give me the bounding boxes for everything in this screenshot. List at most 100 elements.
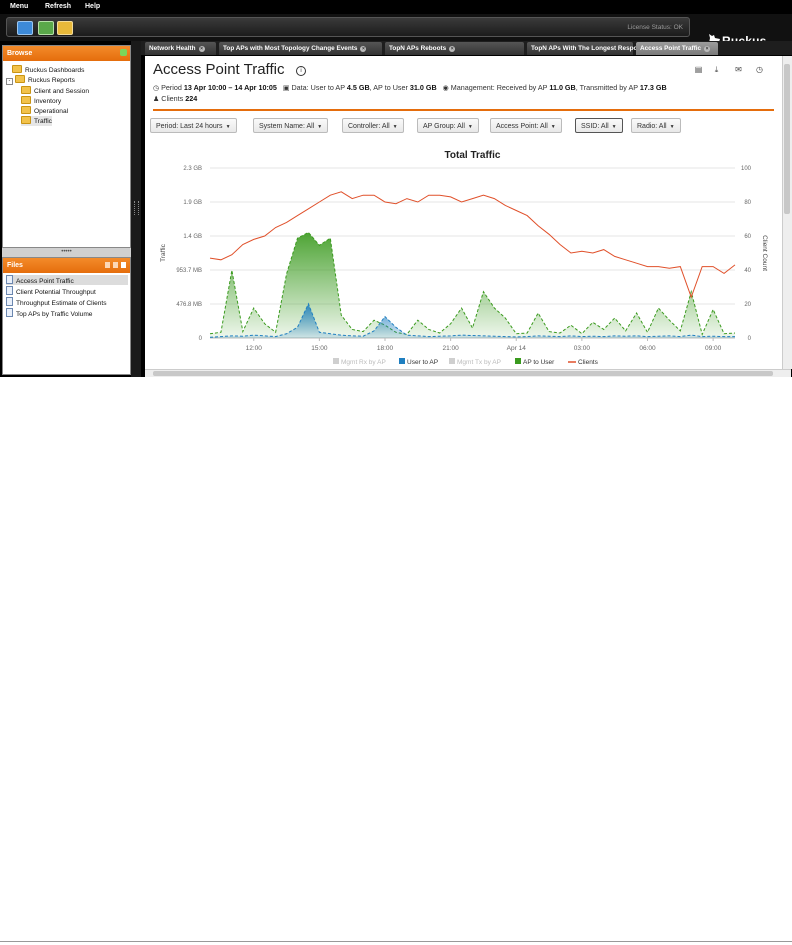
panel-resize-handle[interactable]: ••••• <box>2 248 131 257</box>
tab-report[interactable]: Network Health × <box>145 42 216 55</box>
y-tick-label: 0 <box>199 336 203 342</box>
filter-value: All <box>381 123 390 130</box>
refresh-tree-icon[interactable] <box>120 49 127 56</box>
close-tab-icon[interactable]: × <box>198 46 205 52</box>
schedule-clock-icon[interactable]: ◷ <box>756 65 763 74</box>
file-item[interactable]: Throughput Estimate of Clients <box>6 297 128 307</box>
legend-label: User to AP <box>407 359 438 366</box>
legend-label: Mgmt Tx by AP <box>457 359 501 366</box>
files-panel-header: Files <box>3 258 130 273</box>
y-tick-label: 2.3 GB <box>183 166 202 172</box>
print-icon[interactable]: ▤ <box>694 65 703 74</box>
browse-panel-title: Browse <box>7 50 33 57</box>
user-to-ap-total: 4.5 GB <box>346 83 370 92</box>
report-grid-icon[interactable] <box>57 21 73 35</box>
filter-dropdown[interactable]: Access Point: All ▼ <box>490 118 562 133</box>
horizontal-scrollbar[interactable] <box>145 369 791 377</box>
tab-report[interactable]: TopN APs Reboots × <box>385 42 524 55</box>
panel-splitter[interactable] <box>131 41 141 377</box>
filter-dropdown[interactable]: Controller: All ▼ <box>342 118 404 133</box>
y-axis-title: Traffic <box>160 243 167 261</box>
license-status: License Status: OK <box>627 24 683 31</box>
legend-swatch <box>399 358 405 364</box>
y2-tick-label: 60 <box>744 234 751 240</box>
file-item[interactable]: Access Point Traffic <box>6 275 128 285</box>
tree-item-label: Ruckus Reports <box>28 77 75 84</box>
chevron-down-icon: ▼ <box>317 124 323 130</box>
view-list-icon[interactable] <box>121 262 126 268</box>
tree-item-client-and-session[interactable]: Client and Session <box>21 86 89 96</box>
filter-dropdown[interactable]: AP Group: All ▼ <box>417 118 479 133</box>
filter-dropdown[interactable]: Radio: All ▼ <box>631 118 681 133</box>
menu-help[interactable]: Help <box>85 3 101 10</box>
close-tab-icon[interactable]: × <box>449 46 456 52</box>
filter-dropdown[interactable]: SSID: All ▼ <box>575 118 623 133</box>
filter-dropdown[interactable]: System Name: All ▼ <box>253 118 329 133</box>
tab-report[interactable]: TopN APs With The Longest Response Time× <box>527 42 675 55</box>
x-tick-label: Apr 14 <box>507 345 527 352</box>
filter-label: Radio: <box>637 123 658 130</box>
menu-menu[interactable]: Menu <box>10 3 29 10</box>
tree-item-inventory[interactable]: Inventory <box>21 96 61 106</box>
ap-to-user-total: 31.0 GB <box>409 83 437 92</box>
filter-label: Access Point: <box>496 123 539 130</box>
tab-label: Top APs with Most Topology Change Events <box>223 45 358 52</box>
tree-item-operational[interactable]: Operational <box>21 106 68 116</box>
header-divider <box>153 109 774 111</box>
legend-label: Mgmt Rx by AP <box>341 359 386 366</box>
period-label: Period <box>161 83 182 92</box>
legend-swatch <box>449 358 455 364</box>
chevron-down-icon: ▼ <box>225 124 231 130</box>
monitor-icon[interactable] <box>17 21 33 35</box>
report-content: Access Point Traffic i ▤ ⤓ ✉ ◷ ◷ Period 1… <box>145 56 782 369</box>
folder-icon <box>12 65 22 73</box>
users-icon: ♟ <box>153 96 160 103</box>
tree-item-ruckus-dashboards[interactable]: Ruckus Dashboards <box>12 65 84 75</box>
tree-item-ruckus-reports[interactable]: - Ruckus Reports <box>6 75 75 85</box>
clients-label: Clients <box>161 94 184 103</box>
close-tab-icon[interactable]: × <box>360 46 367 52</box>
close-tab-icon[interactable]: × <box>704 46 711 52</box>
vertical-scroll-thumb[interactable] <box>784 64 790 214</box>
tab-report[interactable]: Top APs with Most Topology Change Events… <box>219 42 382 55</box>
file-item[interactable]: Top APs by Traffic Volume <box>6 308 128 318</box>
horizontal-scroll-thumb[interactable] <box>153 371 773 376</box>
report-tab-bar: Network Health × Top APs with Most Topolog… <box>141 41 792 55</box>
email-icon[interactable]: ✉ <box>735 65 742 74</box>
folder-icon <box>15 75 25 83</box>
file-item[interactable]: Client Potential Throughput <box>6 286 128 296</box>
ap-to-user-line <box>209 231 736 336</box>
user-to-ap-line <box>209 302 735 338</box>
download-icon[interactable]: ⤓ <box>714 65 719 74</box>
file-item-label: Client Potential Throughput <box>16 289 96 296</box>
clients-summary: ♟ Clients 224 <box>153 94 197 103</box>
y-tick-label: 1.9 GB <box>183 200 202 206</box>
vertical-scrollbar[interactable] <box>782 56 792 369</box>
tree-item-traffic[interactable]: Traffic <box>21 116 52 126</box>
legend-swatch <box>333 358 339 364</box>
info-icon[interactable]: i <box>296 66 306 76</box>
x-tick-label: 12:00 <box>246 345 263 352</box>
edit-icon[interactable] <box>113 262 118 268</box>
menu-refresh[interactable]: Refresh <box>45 3 72 10</box>
collapse-toggle-icon[interactable]: - <box>6 78 13 85</box>
dashboard-icon[interactable] <box>38 21 54 35</box>
filter-value: All <box>658 123 667 130</box>
tab-report[interactable]: Access Point Traffic × <box>636 42 718 55</box>
period-value: 13 Apr 10:00 – 14 Apr 10:05 <box>183 83 277 92</box>
filter-dropdown[interactable]: Period: Last 24 hours ▼ <box>150 118 237 133</box>
filter-label: AP Group: <box>423 123 456 130</box>
y2-tick-label: 100 <box>741 166 752 172</box>
folder-icon <box>21 96 31 104</box>
document-icon <box>6 308 13 317</box>
y2-axis-title: Client Count <box>761 235 768 271</box>
browse-panel-header: Browse <box>3 46 130 61</box>
y-tick-label: 476.8 MB <box>176 302 202 308</box>
filter-icon[interactable] <box>105 262 110 268</box>
y2-tick-label: 0 <box>748 336 752 342</box>
tab-label: TopN APs With The Longest Response Time <box>531 45 666 52</box>
x-tick-label: 06:00 <box>639 345 656 352</box>
filter-label: System Name: <box>259 123 305 130</box>
y2-tick-label: 80 <box>744 200 751 206</box>
chevron-down-icon: ▼ <box>550 124 556 130</box>
